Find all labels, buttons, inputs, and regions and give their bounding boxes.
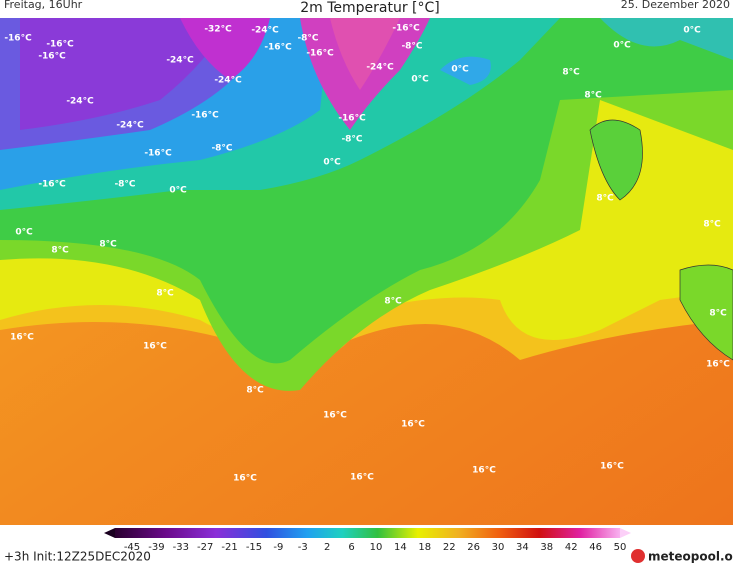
isotherm-label: 0°C xyxy=(169,186,187,196)
isotherm-label: -16°C xyxy=(191,111,219,121)
isotherm-label: -24°C xyxy=(366,63,394,73)
colorbar-label: 42 xyxy=(565,542,578,553)
isotherm-label: 8°C xyxy=(156,289,174,299)
isotherm-label: 8°C xyxy=(384,297,402,307)
iceland xyxy=(440,56,491,85)
logo-icon xyxy=(631,549,645,563)
isotherm-label: 16°C xyxy=(10,333,34,343)
isotherm-label: 8°C xyxy=(596,194,614,204)
scandinavia xyxy=(600,18,733,60)
colorbar-label: 22 xyxy=(443,542,456,553)
isotherm-labels: -16°C -16°C -16°C -32°C -24°C -8°C -16°C -24°C -… xyxy=(4,24,730,484)
isotherm-label: 8°C xyxy=(246,386,264,396)
isotherm-label: 16°C xyxy=(323,411,347,421)
colorbar-label: 26 xyxy=(467,542,480,553)
isotherm-label: -24°C xyxy=(116,121,144,131)
header-left: Freitag, 16Uhr xyxy=(4,0,83,11)
colorbar-labels: -45 -39 -33 -27 -21 -15 -9 -3 2 6 10 14 18 22 26 30 34 38… xyxy=(124,542,627,553)
isotherm-label: 16°C xyxy=(350,473,374,483)
isotherm-label: 0°C xyxy=(451,65,469,75)
colorbar-label: 2 xyxy=(324,542,330,553)
colorbar-label: 30 xyxy=(492,542,505,553)
isotherm-label: -16°C xyxy=(338,114,366,124)
greenland-core xyxy=(330,18,400,90)
purple-core xyxy=(180,18,270,80)
isotherm-label: -8°C xyxy=(297,34,318,44)
colorbar-label: 34 xyxy=(516,542,529,553)
colorbar-label: -33 xyxy=(173,542,189,553)
isotherm-label: -16°C xyxy=(46,40,74,50)
britain xyxy=(589,119,643,201)
colorbar-label: 46 xyxy=(589,542,602,553)
isotherm-label: -24°C xyxy=(251,26,279,36)
colorbar-label: 14 xyxy=(394,542,407,553)
colorbar-low-arrow xyxy=(104,528,115,538)
isotherm-label: -8°C xyxy=(341,135,362,145)
isotherm-label: -8°C xyxy=(114,180,135,190)
colorbar-high-arrow xyxy=(620,528,631,538)
isotherm-label: -16°C xyxy=(392,24,420,34)
logo-text: meteopool.org xyxy=(648,550,733,564)
isotherm-label: -16°C xyxy=(144,149,172,159)
isotherm-label: -24°C xyxy=(66,97,94,107)
isotherm-label: -32°C xyxy=(204,25,232,35)
isotherm-label: 8°C xyxy=(584,91,602,101)
header-right: 25. Dezember 2020 xyxy=(621,0,730,11)
isotherm-label: 0°C xyxy=(15,228,33,238)
isotherm-label: 8°C xyxy=(51,246,69,256)
colorbar-label: -45 xyxy=(124,542,140,553)
colorbar-label: 50 xyxy=(614,542,627,553)
colorbar-label: 38 xyxy=(540,542,553,553)
isotherm-label: -8°C xyxy=(401,42,422,52)
colorbar-label: -9 xyxy=(273,542,283,553)
colorbar-label: -21 xyxy=(221,542,237,553)
colorbar-label: 10 xyxy=(370,542,383,553)
isotherm-label: 8°C xyxy=(99,240,117,250)
colorbar xyxy=(115,528,620,538)
isotherm-label: -8°C xyxy=(211,144,232,154)
colorbar-label: 6 xyxy=(348,542,354,553)
isotherm-label: 16°C xyxy=(233,474,257,484)
isotherm-label: -16°C xyxy=(38,52,66,62)
isotherm-label: -24°C xyxy=(214,76,242,86)
isotherm-label: 8°C xyxy=(703,220,721,230)
isotherm-label: 16°C xyxy=(706,360,730,370)
map-title: 2m Temperatur [°C] xyxy=(300,0,440,16)
isotherm-label: -24°C xyxy=(166,56,194,66)
isotherm-label: 0°C xyxy=(411,75,429,85)
isotherm-label: 8°C xyxy=(562,68,580,78)
isotherm-label: 0°C xyxy=(323,158,341,168)
footer-init: +3h Init:12Z25DEC2020 xyxy=(4,550,151,564)
colorbar-label: 18 xyxy=(418,542,431,553)
colorbar-label: -39 xyxy=(148,542,164,553)
isotherm-label: -16°C xyxy=(4,34,32,44)
colorbar-label: -27 xyxy=(197,542,213,553)
isotherm-label: -16°C xyxy=(38,180,66,190)
map xyxy=(0,18,733,525)
isotherm-label: -16°C xyxy=(306,49,334,59)
isotherm-label: 0°C xyxy=(683,26,701,36)
isotherm-label: 16°C xyxy=(401,420,425,430)
isotherm-label: 16°C xyxy=(600,462,624,472)
colorbar-label: -15 xyxy=(246,542,262,553)
isotherm-label: -16°C xyxy=(264,43,292,53)
isotherm-label: 16°C xyxy=(143,342,167,352)
isotherm-label: 0°C xyxy=(613,41,631,51)
isotherm-label: 16°C xyxy=(472,466,496,476)
purple-area xyxy=(20,18,230,130)
isotherm-label: 8°C xyxy=(709,309,727,319)
colorbar-label: -3 xyxy=(298,542,308,553)
